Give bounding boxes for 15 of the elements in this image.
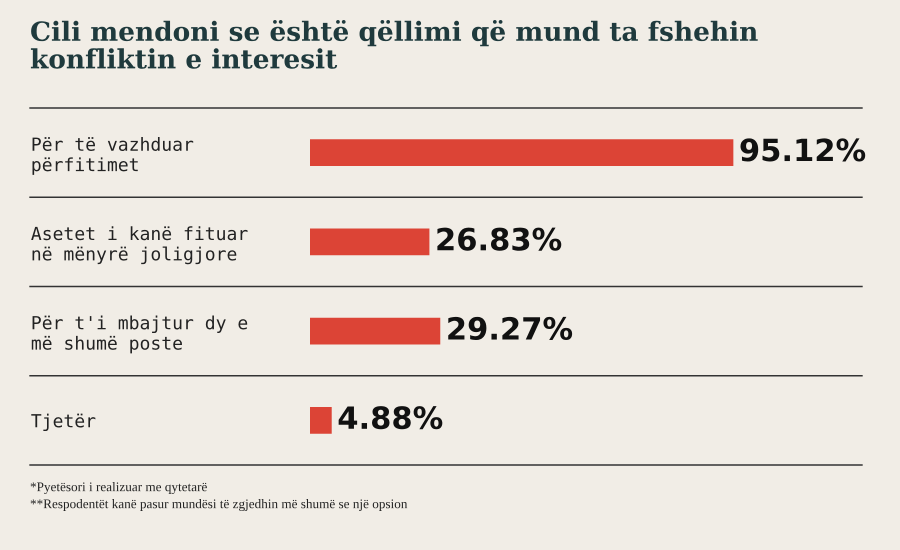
text: *Pyetësori i realizuar me qytetarë xyxy=(30,482,207,494)
data-label: 26.83% xyxy=(437,228,562,251)
bar xyxy=(310,228,430,256)
y-tick-label: Tjetër xyxy=(31,414,96,432)
text: **Respodentët kanë pasur mundësi të zgjedhin më shumë se një opsion xyxy=(30,499,408,512)
data-label: 4.88% xyxy=(338,406,442,430)
data-label: 29.27% xyxy=(448,316,572,340)
chart-title: Cili mendoni se është qëllimi që mund ta fshehin konfliktin e interesit xyxy=(30,20,758,69)
y-tick-label: Asetet i kanë fituar në mënyrë joligjore xyxy=(31,226,248,264)
bar xyxy=(310,139,734,166)
data-label: 95.12% xyxy=(740,138,866,162)
bar xyxy=(310,406,332,434)
bar xyxy=(310,318,440,345)
y-tick-label: Për të vazhduar përfitimet xyxy=(32,137,194,175)
y-tick-label: Për t'i mbajtur dy e më shumë poste xyxy=(32,316,248,354)
